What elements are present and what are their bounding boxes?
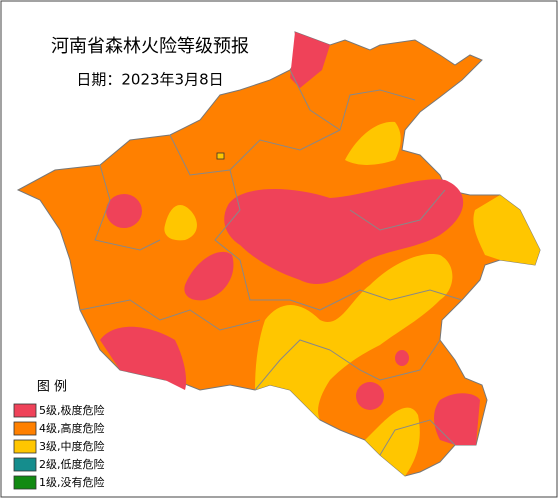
- legend-swatch: [13, 457, 37, 472]
- legend-swatch: [13, 421, 37, 436]
- level-3-region: [216, 152, 225, 160]
- level-3-region: [473, 195, 540, 265]
- legend-swatch: [13, 403, 37, 418]
- legend-label: 1级,没有危险: [39, 475, 105, 489]
- legend-swatch: [13, 475, 37, 490]
- map-title: 河南省森林火险等级预报: [51, 36, 249, 57]
- county-boundary: [79, 69, 463, 456]
- map-date: 日期：2023年3月8日: [76, 71, 223, 89]
- level-5-region: [356, 382, 384, 410]
- level-5-region: [106, 194, 142, 228]
- legend-label: 3级,中度危险: [39, 439, 105, 453]
- legend-label: 4级,高度危险: [39, 421, 105, 435]
- level-3-region: [345, 121, 401, 165]
- level-3-region: [365, 407, 420, 476]
- level-5-region: [395, 350, 409, 366]
- legend-swatch: [13, 439, 37, 454]
- level-3-region: [255, 254, 453, 420]
- level-5-region: [184, 251, 234, 301]
- level-5-region: [224, 179, 464, 285]
- legend: 5级,极度危险 4级,高度危险 3级,中度危险 2级,低度危险 1级,没有危险: [13, 403, 105, 490]
- legend-label: 5级,极度危险: [39, 403, 105, 417]
- province-map: [16, 31, 541, 477]
- level-5-region: [100, 326, 187, 390]
- level-5-region: [290, 32, 330, 88]
- level-3-region: [164, 205, 197, 241]
- legend-title: 图 例: [37, 380, 67, 395]
- legend-label: 2级,低度危险: [39, 457, 105, 471]
- level-5-region: [434, 393, 480, 445]
